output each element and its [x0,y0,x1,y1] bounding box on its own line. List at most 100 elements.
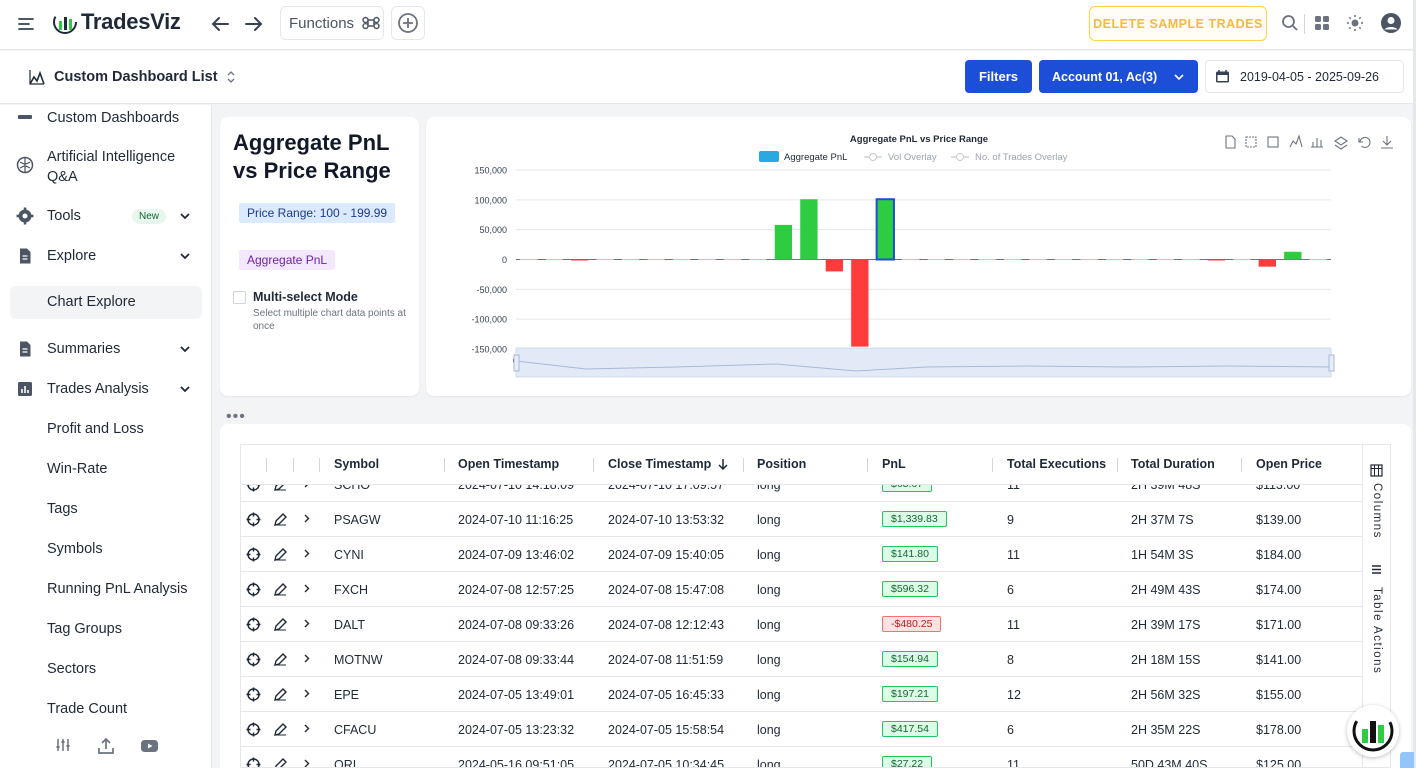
table-row[interactable]: EPE 2024-07-05 13:49:01 2024-07-05 16:45… [241,677,1362,712]
account-selector[interactable]: Account 01, Ac(3) [1039,60,1198,93]
edit-pencil-icon[interactable] [273,687,288,702]
column-header-position[interactable]: Position [757,457,807,471]
edit-pencil-icon[interactable] [273,512,288,527]
sidebar-item-tag-groups[interactable]: Tag Groups [0,619,211,639]
table-actions-panel-label[interactable]: Table Actions [1371,587,1383,675]
table-row[interactable]: DALT 2024-07-08 09:33:26 2024-07-08 12:1… [241,607,1362,642]
cell-symbol[interactable]: EPE [334,688,360,702]
edit-pencil-icon[interactable] [273,757,288,768]
legend-aggregate-pnl[interactable]: Aggregate PnL [784,152,847,163]
sidebar-item-tags[interactable]: Tags [0,499,211,519]
sidebar-item-profit-and-loss[interactable]: Profit and Loss [0,419,211,439]
crosshair-icon[interactable] [246,512,261,527]
chart-bar[interactable] [927,259,945,260]
column-header-total-duration[interactable]: Total Duration [1131,457,1215,471]
expand-chevron-icon[interactable] [300,686,315,701]
legend-vol-overlay[interactable]: Vol Overlay [888,152,937,163]
legend-trades-overlay[interactable]: No. of Trades Overlay [975,152,1068,163]
forward-arrow-icon[interactable] [242,12,266,36]
column-header-pnl[interactable]: PnL [882,457,906,471]
sliders-icon[interactable] [55,737,71,753]
menu-icon[interactable] [16,14,36,34]
sidebar-item-summaries[interactable]: Summaries [0,339,211,359]
sidebar-item-tools[interactable]: Tools New [0,206,211,226]
chart-bar[interactable] [1054,259,1073,260]
chart-bar[interactable] [1131,259,1149,260]
aggregate-pnl-chart[interactable]: Aggregate PnL vs Price Range Aggregate P… [426,117,1411,396]
chart-bar[interactable] [774,224,793,260]
edit-pencil-icon[interactable] [273,547,288,562]
chart-bar[interactable] [596,259,614,260]
edit-pencil-icon[interactable] [273,722,288,737]
table-row[interactable]: ORI 2024-05-16 09:51:05 2024-07-05 10:34… [241,747,1362,768]
column-header-total-executions[interactable]: Total Executions [1007,457,1107,471]
feedback-tab[interactable] [1400,752,1414,768]
edit-pencil-icon[interactable] [273,652,288,667]
zoom-handle-left[interactable] [513,354,520,372]
chart-bar[interactable] [902,259,920,260]
chart-bar[interactable] [1309,259,1327,260]
crosshair-icon[interactable] [246,617,261,632]
sidebar-item-running-pnl[interactable]: Running PnL Analysis [0,579,211,599]
sidebar-item-explore[interactable]: Explore [0,246,211,266]
table-row[interactable]: PSAGW 2024-07-10 11:16:25 2024-07-10 13:… [241,502,1362,537]
line-chart-icon[interactable] [1289,134,1303,148]
chart-bar[interactable] [698,259,716,260]
multiselect-checkbox[interactable] [233,291,246,304]
chart-bar[interactable] [875,198,895,261]
column-header-symbol[interactable]: Symbol [334,457,380,471]
share-icon[interactable] [97,737,115,755]
chart-bar[interactable] [851,259,869,347]
apps-grid-icon[interactable] [1312,13,1332,33]
zoom-reset-icon[interactable] [1267,136,1279,148]
chart-bar[interactable] [1207,259,1226,261]
crosshair-icon[interactable] [246,582,261,597]
chart-bar[interactable] [723,259,742,260]
brand-logo[interactable]: TradesViz [52,9,181,35]
chart-bar[interactable] [749,259,767,260]
hamburger-menu-icon[interactable] [1370,563,1383,576]
sidebar-item-chart-explore[interactable]: Chart Explore [0,292,211,312]
chart-zoom-slider[interactable] [513,347,1335,378]
chart-bar[interactable] [545,259,563,260]
column-header-close-timestamp[interactable]: Close Timestamp [608,457,729,471]
edit-pencil-icon[interactable] [273,617,288,632]
chart-bar[interactable] [978,259,996,260]
crosshair-icon[interactable] [246,722,261,737]
sidebar-item-symbols[interactable]: Symbols [0,539,211,559]
crosshair-icon[interactable] [246,652,261,667]
crosshair-icon[interactable] [246,687,261,702]
add-button[interactable] [391,6,425,40]
zoom-icon[interactable] [1245,136,1257,148]
chart-bar[interactable] [953,259,971,260]
more-options-icon[interactable]: ••• [226,408,246,425]
table-row[interactable]: FXCH 2024-07-08 12:57:25 2024-07-08 15:4… [241,572,1362,607]
chart-bar[interactable] [1003,259,1022,260]
chart-bar[interactable] [647,259,665,260]
restore-icon[interactable] [1358,136,1371,148]
sidebar-item-sectors[interactable]: Sectors [0,659,211,679]
sun-icon[interactable] [1345,13,1365,33]
data-view-icon[interactable] [1225,135,1236,149]
expand-chevron-icon[interactable] [300,651,315,666]
chart-bar[interactable] [825,259,844,272]
cell-symbol[interactable]: CFACU [334,723,377,737]
cell-symbol[interactable]: CYNI [334,548,364,562]
chart-bar[interactable] [1233,259,1251,260]
chart-bar[interactable] [1156,259,1175,260]
dashboard-list-selector[interactable]: Custom Dashboard List [28,68,236,86]
crosshair-icon[interactable] [246,547,261,562]
edit-pencil-icon[interactable] [273,582,288,597]
chart-bar[interactable] [1284,251,1302,260]
columns-panel-label[interactable]: Columns [1371,483,1383,539]
cell-symbol[interactable]: MOTNW [334,653,383,667]
expand-chevron-icon[interactable] [300,721,315,736]
youtube-icon[interactable] [140,737,159,755]
column-header-open-timestamp[interactable]: Open Timestamp [458,457,560,471]
chart-bar[interactable] [621,259,640,260]
bar-chart-toggle-icon[interactable] [1311,138,1323,148]
chart-bar[interactable] [520,259,538,260]
sidebar-item-custom-dashboards[interactable]: Custom Dashboards [0,107,211,129]
table-row[interactable]: CFACU 2024-07-05 13:23:32 2024-07-05 15:… [241,712,1362,747]
search-icon[interactable] [1280,13,1300,33]
